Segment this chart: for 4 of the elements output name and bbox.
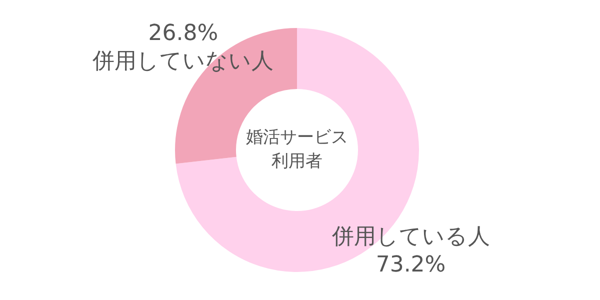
text: 婚活サービス利用者 bbox=[246, 127, 348, 172]
data-label: 73.2% bbox=[376, 252, 446, 278]
data-label: 26.8% bbox=[148, 21, 218, 46]
slice-label: 併用している人 bbox=[330, 224, 490, 250]
